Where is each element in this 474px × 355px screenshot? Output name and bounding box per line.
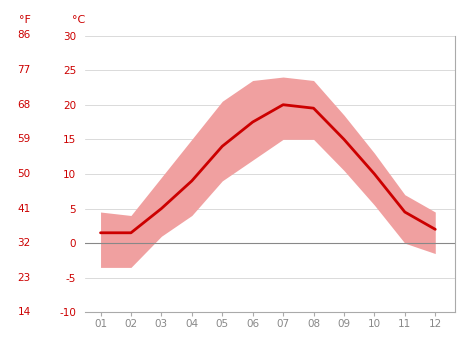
Text: 32: 32 — [18, 238, 31, 248]
Text: °C: °C — [72, 15, 85, 25]
Text: 86: 86 — [18, 31, 31, 40]
Text: 14: 14 — [18, 307, 31, 317]
Text: 77: 77 — [18, 65, 31, 75]
Text: 23: 23 — [18, 273, 31, 283]
Text: 50: 50 — [18, 169, 31, 179]
Text: 59: 59 — [18, 134, 31, 144]
Text: °F: °F — [19, 15, 31, 25]
Text: 41: 41 — [18, 203, 31, 214]
Text: 68: 68 — [18, 100, 31, 110]
